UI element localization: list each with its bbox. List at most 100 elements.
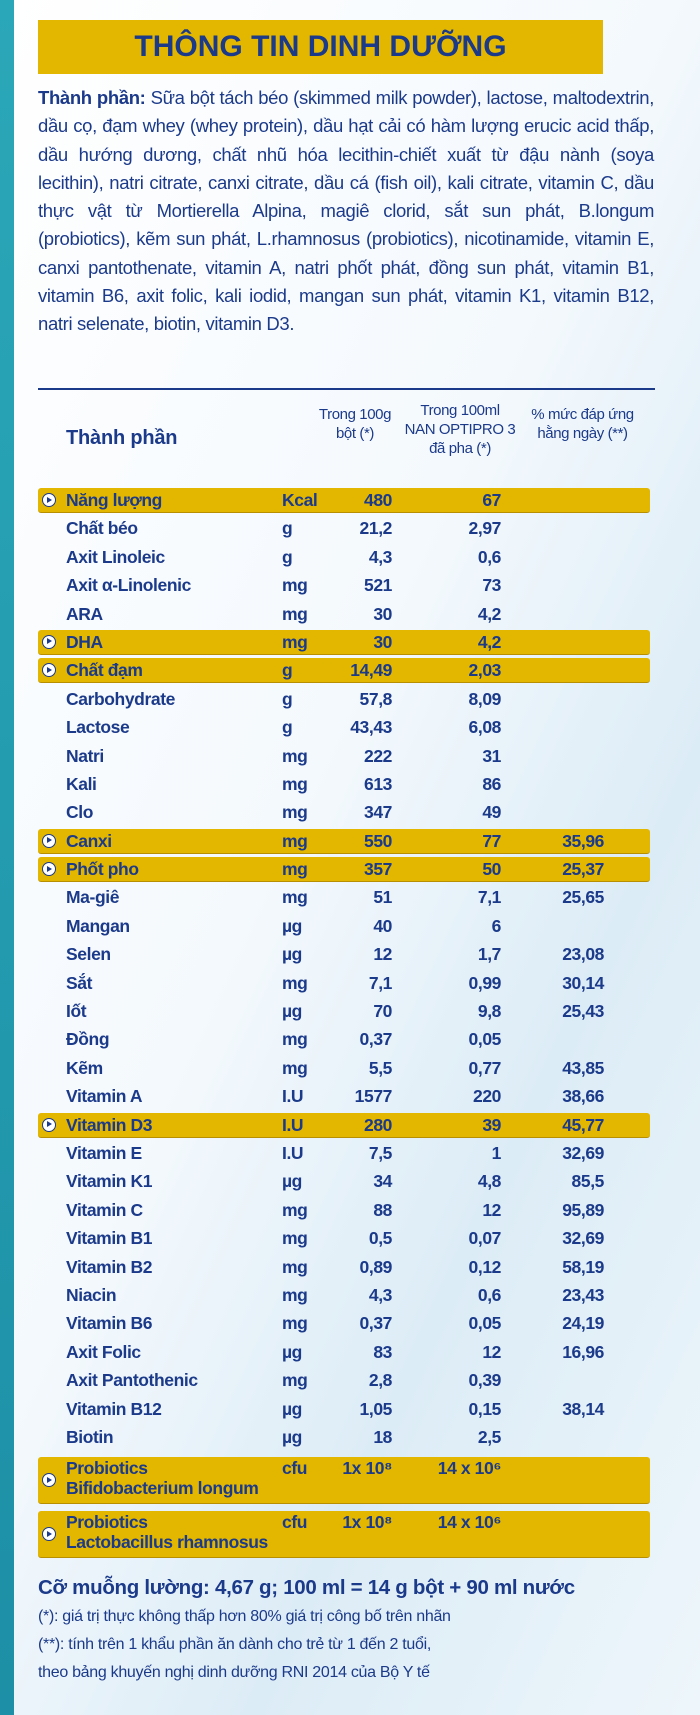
table-cell: Vitamin C (66, 1199, 143, 1220)
table-row: Sắt mg 7,1 0,99 30,14 (0, 969, 700, 997)
table-cell: 357 (364, 859, 392, 880)
highlight-bar (38, 857, 650, 883)
table-cell: mg (282, 745, 308, 766)
footnote: (*): giá trị thực không thấp hơn 80% giá… (38, 1608, 451, 1625)
table-cell: mg (282, 1284, 308, 1305)
table-row: Lactose g 43,43 6,08 (0, 713, 700, 741)
table-cell: 40 (373, 915, 392, 936)
table-row: Vitamin B12 µg 1,05 0,15 38,14 (0, 1395, 700, 1423)
highlight-bar (38, 629, 650, 655)
table-cell: Năng lượng (66, 490, 162, 510)
table-cell: 1x 10⁸ (342, 1458, 392, 1479)
table-cell: Mangan (66, 915, 130, 936)
table-cell: 21,2 (359, 518, 393, 539)
table-cell: Biotin (66, 1426, 114, 1447)
table-cell: Vitamin K1 (66, 1171, 153, 1192)
table-row: Axit Folic µg 83 12 16,96 (0, 1338, 700, 1366)
table-row: Năng lượng Kcal 480 67 (0, 486, 700, 514)
table-cell: 6 (491, 915, 502, 936)
table-cell: 4,3 (368, 1284, 393, 1305)
table-cell: 1577 (354, 1086, 393, 1107)
serving-size: Cỡ muỗng lường: 4,67 g; 100 ml = 14 g bộ… (38, 1576, 575, 1599)
table-cell: Carbohydrate (66, 688, 175, 709)
table-cell: 85,5 (571, 1171, 605, 1192)
table-row: Phốt pho mg 357 50 25,37 (0, 855, 700, 883)
table-cell: Vitamin B1 (66, 1228, 153, 1249)
table-cell: Vitamin E (66, 1142, 142, 1163)
table-cell: 51 (373, 887, 392, 908)
title-bar: THÔNG TIN DINH DƯỠNG (38, 20, 603, 74)
table-header: Thành phần Trong 100g bột (*) Trong 100m… (0, 402, 700, 483)
table-cell: 70 (373, 1001, 392, 1022)
table-cell: 0,07 (468, 1228, 502, 1249)
table-cell: Axit α-Linolenic (66, 575, 191, 596)
table-cell: 4,2 (477, 631, 502, 652)
table-cell: g (282, 518, 293, 539)
table-cell: 7,1 (477, 887, 502, 908)
table-cell: 24,19 (562, 1313, 604, 1334)
table-cell: 9,8 (477, 1001, 502, 1022)
table-cell: 12 (482, 1341, 501, 1362)
table-cell: Chất béo (66, 518, 138, 539)
table-cell: 0,77 (468, 1057, 502, 1078)
table-cell: Niacin (66, 1284, 117, 1305)
table-cell: 0,05 (468, 1313, 502, 1334)
table-cell: 95,89 (562, 1199, 604, 1220)
table-cell: 2,8 (368, 1370, 393, 1391)
table-cell: Kcal (282, 490, 318, 510)
table-cell: µg (282, 1171, 302, 1192)
table-cell: 0,99 (468, 972, 502, 993)
table-cell: 4,2 (477, 603, 502, 624)
table-cell: 83 (373, 1341, 392, 1362)
table-cell: 14 x 10⁶ (437, 1512, 502, 1533)
table-cell: 0,39 (468, 1370, 502, 1391)
table-cell: 1 (491, 1142, 502, 1163)
table-cell: 0,05 (468, 1029, 502, 1050)
table-row: Iốt µg 70 9,8 25,43 (0, 997, 700, 1025)
table-row: Axit α-Linolenic mg 521 73 (0, 571, 700, 599)
table-cell: g (282, 546, 293, 567)
table-cell: g (282, 717, 293, 738)
table-cell: 32,69 (562, 1228, 604, 1249)
table-cell: 14,49 (350, 660, 392, 681)
table-cell: Axit Pantothenic (66, 1370, 198, 1391)
col-header: Thành phần (66, 427, 178, 449)
col-header: Trong 100g bột (*) (318, 406, 392, 442)
table-row: Ma-giê mg 51 7,1 25,65 (0, 883, 700, 911)
table-cell: Lactose (66, 717, 130, 738)
table-row: Vitamin B6 mg 0,37 0,05 24,19 (0, 1309, 700, 1337)
table-cell: 18 (373, 1426, 392, 1447)
table-cell: 23,08 (562, 944, 604, 965)
table-cell: 14 x 10⁶ (437, 1458, 502, 1479)
table-cell: mg (282, 1256, 308, 1277)
table-cell: I.U (282, 1086, 304, 1107)
table-cell: I.U (282, 1142, 304, 1163)
footnote: theo bảng khuyến nghị dinh dưỡng RNI 201… (38, 1664, 430, 1681)
table-cell: 0,89 (359, 1256, 393, 1277)
table-row: Selen µg 12 1,7 23,08 (0, 940, 700, 968)
table-cell: 12 (482, 1199, 501, 1220)
table-row: Vitamin K1 µg 34 4,8 85,5 (0, 1167, 700, 1195)
table-cell: 31 (482, 745, 501, 766)
table-cell: 2,5 (477, 1426, 502, 1447)
table-row: Vitamin E I.U 7,5 1 32,69 (0, 1139, 700, 1167)
table-row: Vitamin D3 I.U 280 39 45,77 (0, 1111, 700, 1139)
table-cell: 39 (482, 1114, 501, 1135)
table-cell: cfu (282, 1512, 308, 1533)
table-cell: Vitamin A (66, 1086, 143, 1107)
table-cell: µg (282, 915, 302, 936)
ingredients-label: Thành phần: (38, 87, 146, 108)
footnote: (**): tính trên 1 khẩu phần ăn dành cho … (38, 1636, 431, 1653)
table-cell: Probiotics Bifidobacterium longum (66, 1458, 259, 1499)
table-cell: Kali (66, 773, 97, 794)
highlight-bar (38, 1457, 650, 1505)
table-cell: 12 (373, 944, 392, 965)
table-cell: 4,3 (368, 546, 393, 567)
table-cell: 347 (364, 802, 392, 823)
table-cell: 38,14 (562, 1398, 604, 1419)
arrow-icon (42, 833, 56, 848)
table-cell: Natri (66, 745, 104, 766)
table-cell: 0,6 (477, 546, 502, 567)
table-cell: mg (282, 603, 308, 624)
table-cell: mg (282, 972, 308, 993)
